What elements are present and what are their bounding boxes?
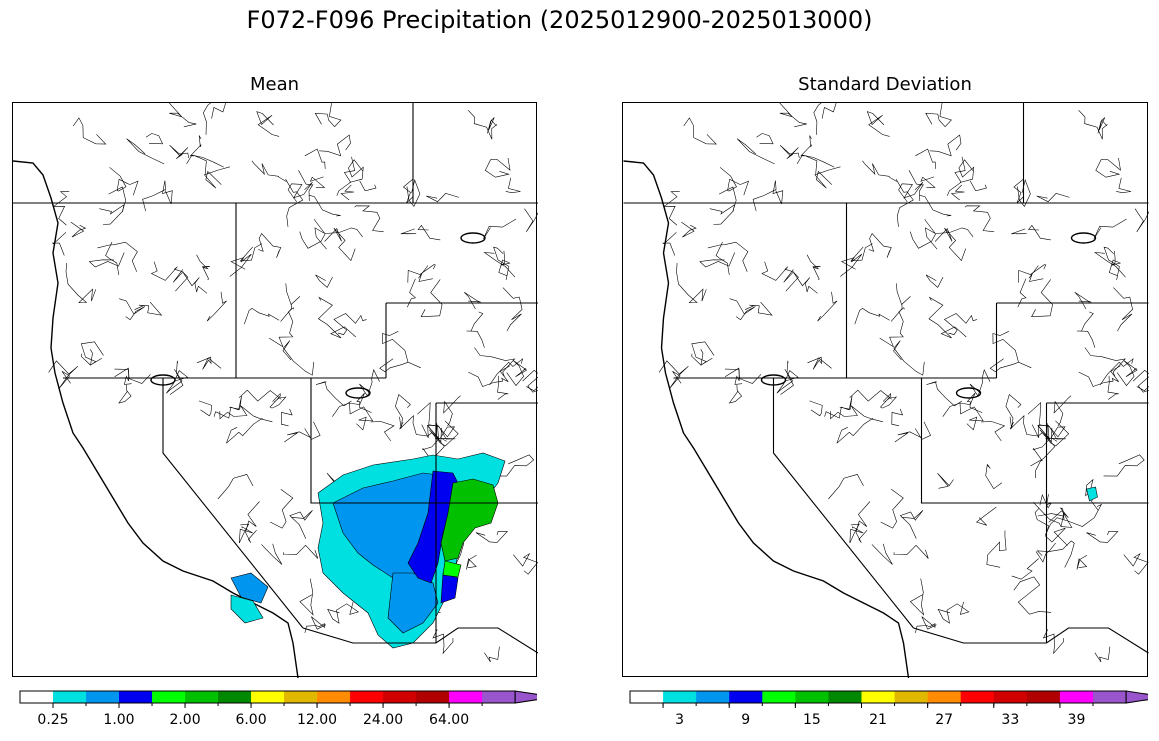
std-map-svg xyxy=(623,103,1149,678)
basin-lines xyxy=(623,103,1149,678)
colorbar-swatch xyxy=(960,691,995,703)
mean-panel-title: Mean xyxy=(249,74,300,95)
colorbar-swatch xyxy=(1093,691,1127,703)
colorbar-tick-label: 9 xyxy=(741,712,750,728)
colorbar-swatch xyxy=(185,691,219,703)
colorbar-tick-label: 39 xyxy=(1068,712,1086,728)
colorbar-swatch xyxy=(663,691,697,703)
colorbar-swatch xyxy=(927,691,962,703)
colorbar-swatch xyxy=(20,691,54,703)
colorbar-tick-label: 1.00 xyxy=(103,712,134,728)
colorbar-tick-label: 27 xyxy=(935,712,953,728)
colorbar-swatch xyxy=(894,691,929,703)
colorbar-swatch xyxy=(449,691,483,703)
colorbar-swatch xyxy=(416,691,450,703)
colorbar-extend-arrow xyxy=(514,690,537,704)
colorbar-tick-label: 12.00 xyxy=(297,712,337,728)
std-shading xyxy=(1086,486,1098,502)
colorbar-swatch xyxy=(53,691,87,703)
colorbar-swatch xyxy=(284,691,318,703)
colorbar-swatch xyxy=(119,691,153,703)
colorbar-swatch xyxy=(828,691,863,703)
colorbar-swatch xyxy=(251,691,285,703)
colorbar-swatch xyxy=(86,691,120,703)
basin-lines xyxy=(13,103,538,678)
colorbar-swatch xyxy=(152,691,186,703)
colorbar-swatch xyxy=(696,691,730,703)
std-map xyxy=(622,102,1149,678)
colorbar-swatch xyxy=(383,691,417,703)
mean-colorbar: 0.25 1.00 2.00 6.00 12.00 24.00 64.00 xyxy=(19,690,537,728)
state-borders xyxy=(13,103,538,654)
colorbar-swatch xyxy=(630,691,664,703)
colorbar-tick-label: 6.00 xyxy=(235,712,266,728)
std-colorbar: 3 9 15 21 27 33 39 xyxy=(629,690,1148,728)
colorbar-tick-label: 24.00 xyxy=(363,712,403,728)
colorbar-tick-label: 3 xyxy=(675,712,684,728)
colorbar-tick-label: 33 xyxy=(1001,712,1019,728)
mean-map xyxy=(12,102,538,678)
colorbar-swatch xyxy=(482,691,516,703)
colorbar-tick-label: 0.25 xyxy=(37,712,68,728)
colorbar-tick-label: 64.00 xyxy=(429,712,469,728)
precip-shading xyxy=(230,452,506,649)
figure-title: F072-F096 Precipitation (2025012900-2025… xyxy=(246,6,873,34)
colorbar-swatch xyxy=(795,691,829,703)
colorbar-swatch xyxy=(993,691,1028,703)
colorbar-extend-arrow xyxy=(1125,690,1148,704)
colorbar-swatch xyxy=(861,691,896,703)
colorbar-swatch xyxy=(317,691,351,703)
colorbar-swatch xyxy=(218,691,252,703)
colorbar-swatch xyxy=(1059,691,1094,703)
colorbar-swatch xyxy=(350,691,384,703)
colorbar-tick-label: 21 xyxy=(869,712,887,728)
colorbar-swatch xyxy=(1026,691,1061,703)
colorbar-tick-label: 15 xyxy=(803,712,821,728)
colorbar-tick-label: 2.00 xyxy=(169,712,200,728)
state-borders xyxy=(623,103,1149,654)
mean-map-svg xyxy=(13,103,538,678)
colorbar-swatch xyxy=(729,691,763,703)
colorbar-swatch xyxy=(762,691,796,703)
std-panel-title: Standard Deviation xyxy=(798,74,972,95)
